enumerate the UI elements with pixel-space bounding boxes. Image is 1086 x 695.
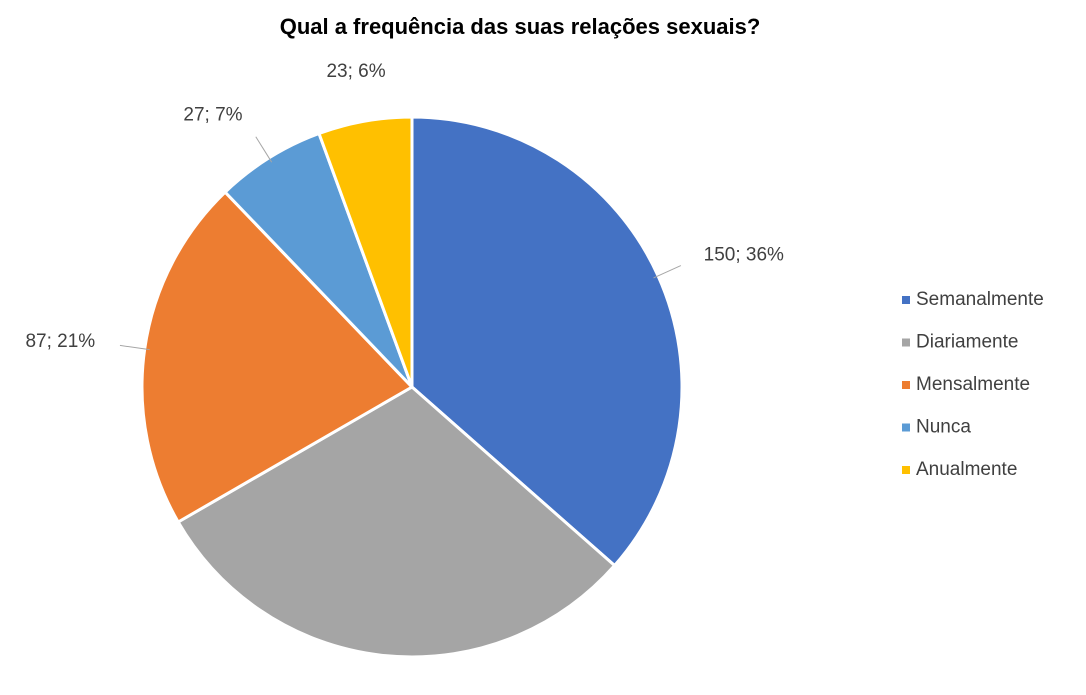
pie-slice (317, 115, 414, 388)
chart-title: Qual a frequência das suas relações sexu… (280, 14, 761, 39)
legend-label: Diariamente (916, 332, 1018, 353)
leader-line (653, 265, 682, 279)
legend-swatch (902, 466, 910, 474)
data-label: 23; 6% (326, 61, 385, 82)
pie-slice (176, 385, 617, 659)
data-label: 150; 36% (704, 244, 784, 265)
legend-label: Nunca (916, 417, 971, 438)
legend-swatch (902, 338, 910, 347)
legend-label: Mensalmente (916, 374, 1030, 395)
legend-swatch (902, 296, 910, 304)
leader-line (119, 344, 150, 351)
legend-swatch (902, 381, 910, 389)
data-label: 87; 21% (25, 331, 95, 352)
data-label: 27; 7% (183, 105, 242, 126)
legend-swatch (902, 423, 910, 432)
legend-label: Anualmente (916, 459, 1017, 480)
legend-label: Semanalmente (916, 289, 1044, 310)
leader-line (255, 136, 273, 163)
